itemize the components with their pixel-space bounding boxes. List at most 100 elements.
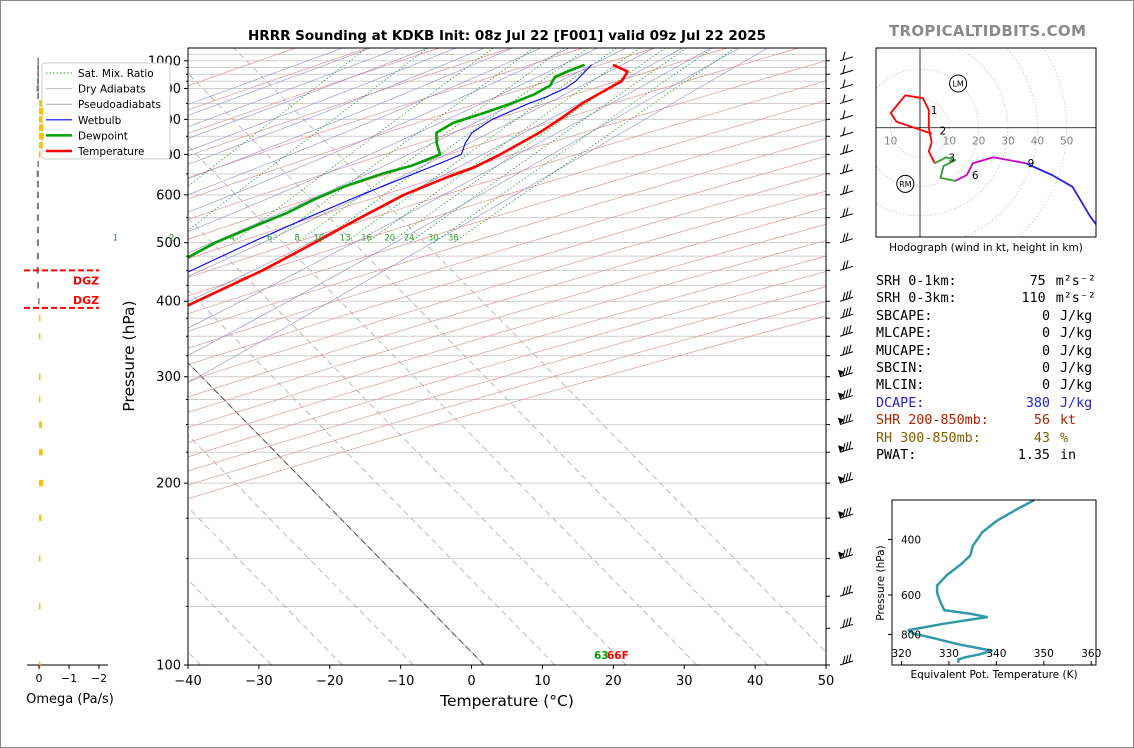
legend-label: Temperature: [77, 146, 145, 158]
dewpoint-line: [188, 63, 586, 259]
wind-barb-shaft: [839, 131, 854, 137]
wind-barb-flag: [845, 260, 849, 269]
x-tick-label: 0: [467, 674, 475, 689]
pseudoadiabat: [188, 48, 371, 116]
pseudoadiabat: [188, 48, 541, 196]
omega-bar: [39, 396, 41, 403]
hodograph-height-label: 9: [1028, 158, 1035, 170]
dry-adiabat: [188, 80, 826, 278]
omega-bar: [36, 170, 39, 178]
dry-adiabat: [188, 60, 826, 260]
pseudoadiabat: [188, 48, 570, 213]
hodograph-ring-label: 40: [1031, 136, 1044, 148]
x-tick-label: −40: [174, 674, 201, 689]
wind-barb-flag: [845, 144, 849, 153]
wind-barb-flag: [845, 548, 849, 557]
dgz-bottom-label: DGZ: [73, 274, 99, 287]
omega-bar: [39, 603, 41, 610]
dry-adiabat: [188, 240, 826, 428]
wind-barb: [839, 585, 854, 597]
x-tick-label: 20: [605, 674, 622, 689]
theta-e-y-label: Pressure (hPa): [875, 545, 887, 620]
wind-barb-flag: [848, 344, 852, 353]
stat-srh-0-1km: SRH 0-1km: 75 m²s⁻²: [876, 274, 1096, 289]
pseudoadiabat: [188, 48, 428, 139]
theta-e-x-tick-label: 330: [939, 648, 959, 660]
surface-dewpoint-label: 63: [594, 650, 609, 662]
x-tick-label: −10: [387, 674, 414, 689]
isotherm-40: [188, 72, 768, 665]
wind-barb-flag: [842, 655, 846, 665]
wind-barb: [839, 144, 854, 155]
pseudoadiabat: [188, 48, 740, 356]
y-axis-label: Pressure (hPa): [120, 300, 138, 411]
wind-barb-flag: [842, 51, 846, 60]
wind-barb: [839, 344, 854, 357]
y-tick-label: 300: [156, 370, 181, 385]
wind-barb-flag: [845, 326, 849, 335]
isotherm-30: [188, 145, 698, 665]
hodograph-height-label: 3: [948, 152, 955, 164]
omega-bar: [39, 661, 41, 669]
wind-barb-flag: [848, 307, 852, 316]
mixing-ratio-line: [453, 48, 736, 244]
wind-barb-flag: [845, 618, 849, 627]
stat-pwat: PWAT: 1.35 in: [876, 448, 1077, 464]
x-tick-label: −20: [316, 674, 343, 689]
mixing-ratio-label: 36: [448, 234, 459, 244]
wind-barb-flag: [848, 365, 852, 374]
omega-bar: [36, 252, 39, 260]
wind-barb-flag: [842, 185, 846, 194]
omega-tick-label: 0: [36, 672, 43, 685]
legend: Sat. Mix. Ratio Dry Adiabats Pseudoadiabat…: [41, 62, 171, 160]
dry-adiabat: [188, 48, 584, 179]
omega-bar: [37, 160, 39, 168]
isotherm-20: [188, 217, 627, 665]
stats-table: SRH 0-1km: 75 m²s⁻² SRH 0-3km: 110 m²s⁻² SBC…: [876, 273, 1096, 464]
wind-barb: [839, 307, 854, 319]
dry-adiabat: [188, 48, 799, 240]
y-tick-label: 200: [156, 477, 181, 492]
stat-rh-300-850: RH 300-850mb: 43%: [876, 430, 1069, 446]
mixing-ratio-label: 2: [169, 234, 174, 244]
wind-barb-flag: [845, 366, 849, 375]
omega-bar: [38, 298, 40, 305]
wind-barb-flag: [842, 443, 846, 452]
isotherm--20: [188, 506, 343, 665]
isotherm-50: [233, 48, 826, 653]
y-tick-label: 600: [156, 188, 181, 203]
wind-barb-flag: [842, 587, 846, 596]
wind-barb: [838, 388, 854, 401]
pseudoadiabat: [188, 48, 343, 105]
dry-adiabat: [188, 190, 826, 382]
x-tick-label: 10: [534, 674, 551, 689]
mixing-ratio-line: [296, 48, 565, 244]
wind-barb-flag: [845, 586, 849, 595]
hodograph-frame: [875, 47, 1097, 238]
skewt-panel: −40 −30 −20 −10 0 10 20 30 40 50 100 200 300 400 500 60…: [113, 47, 835, 710]
mixing-ratio-label: 1: [113, 234, 118, 244]
dry-adiabat: [188, 119, 826, 315]
wind-barb-flag: [842, 415, 846, 424]
pseudoadiabat: [188, 48, 598, 232]
pseudoadiabat: [188, 48, 712, 329]
wind-barb-flag: [848, 547, 852, 556]
omega-bar: [36, 85, 39, 92]
mixing-ratio-label: 20: [384, 234, 395, 244]
theta-e-x-tick-label: 350: [1034, 648, 1054, 660]
x-tick-label: 50: [818, 674, 835, 689]
omega-bar: [39, 514, 42, 522]
mixing-ratio-label: 30: [428, 234, 439, 244]
theta-e-y-tick-label: 600: [901, 590, 921, 602]
wind-barb-flag: [845, 291, 849, 300]
dry-adiabat: [188, 286, 826, 472]
dry-adiabat: [188, 48, 727, 220]
dry-adiabat: [188, 155, 826, 349]
wind-barb-flag: [842, 346, 846, 355]
mixing-ratio-line: [231, 48, 494, 244]
wind-barb-flag: [848, 507, 852, 516]
pseudoadiabat: [188, 48, 513, 180]
wind-barb-flag: [842, 509, 846, 518]
stat-sbcape: SBCAPE: 0 J/kg: [876, 308, 1093, 324]
stat-sbcin: SBCIN: 0 J/kg: [876, 361, 1093, 377]
